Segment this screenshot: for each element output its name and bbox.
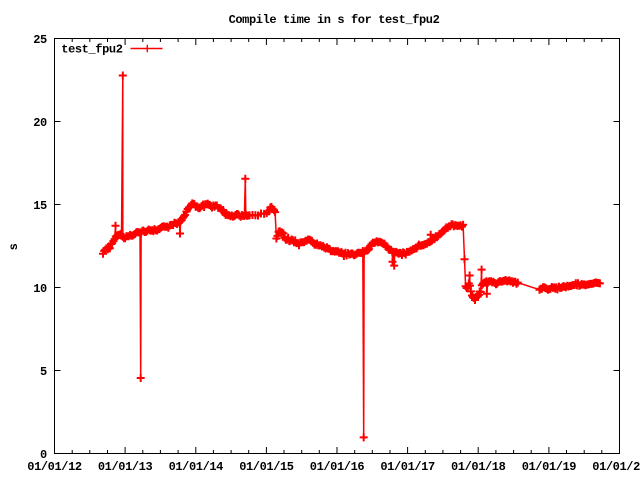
svg-text:01/01/13: 01/01/13 [98, 460, 153, 474]
svg-text:20: 20 [33, 116, 47, 130]
svg-text:01/01/19: 01/01/19 [522, 460, 577, 474]
svg-text:01/01/20: 01/01/20 [592, 460, 640, 474]
svg-text:10: 10 [33, 282, 47, 296]
svg-text:01/01/12: 01/01/12 [27, 460, 82, 474]
svg-text:s: s [7, 243, 21, 250]
svg-text:01/01/17: 01/01/17 [380, 460, 435, 474]
svg-text:0: 0 [40, 448, 47, 462]
svg-text:Compile time in s for test_fpu: Compile time in s for test_fpu2 [229, 13, 440, 27]
svg-text:01/01/15: 01/01/15 [239, 460, 294, 474]
svg-text:test_fpu2: test_fpu2 [61, 42, 122, 56]
svg-text:15: 15 [33, 199, 47, 213]
svg-text:01/01/18: 01/01/18 [451, 460, 506, 474]
svg-text:25: 25 [33, 33, 47, 47]
svg-text:01/01/14: 01/01/14 [169, 460, 224, 474]
svg-text:5: 5 [40, 365, 47, 379]
svg-text:01/01/16: 01/01/16 [310, 460, 365, 474]
